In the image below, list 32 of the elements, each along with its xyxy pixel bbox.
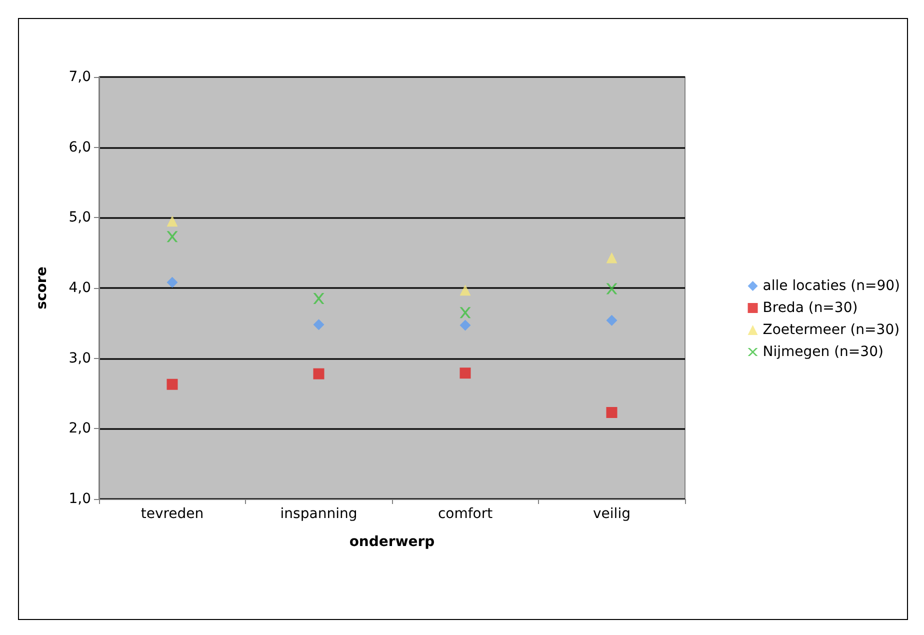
y-tick-label: 5,0 — [68, 210, 91, 226]
legend-label: Breda (n=30) — [762, 300, 858, 316]
point — [606, 406, 618, 418]
point — [606, 314, 618, 326]
x-axis-title: onderwerp — [349, 534, 435, 550]
point — [166, 231, 178, 242]
x-tick-label: veilig — [593, 506, 630, 522]
y-tick-label: 3,0 — [68, 350, 91, 366]
point — [313, 293, 324, 304]
y-tick-label: 7,0 — [68, 69, 91, 85]
point — [606, 252, 618, 264]
point — [313, 319, 324, 330]
point — [166, 276, 178, 288]
x-tick-label: inspanning — [280, 506, 358, 522]
y-axis-title: score — [34, 266, 50, 310]
point — [460, 320, 471, 331]
point — [606, 283, 618, 294]
point — [166, 378, 178, 390]
legend-label: Nijmegen (n=30) — [762, 344, 884, 360]
point — [460, 284, 471, 296]
y-tick-label: 6,0 — [68, 139, 91, 156]
y-tick-label: 2,0 — [68, 420, 91, 437]
legend-label: Zoetermeer (n=30) — [762, 322, 900, 338]
legend-label: alle locaties (n=90) — [762, 278, 900, 294]
point — [460, 307, 471, 318]
y-tick-label: 1,0 — [68, 491, 91, 507]
y-tick-label: 4,0 — [68, 280, 91, 296]
point — [313, 368, 324, 380]
x-tick-label: comfort — [438, 506, 494, 522]
point — [460, 368, 471, 379]
x-tick-label: tevreden — [140, 506, 204, 522]
point — [166, 216, 178, 227]
